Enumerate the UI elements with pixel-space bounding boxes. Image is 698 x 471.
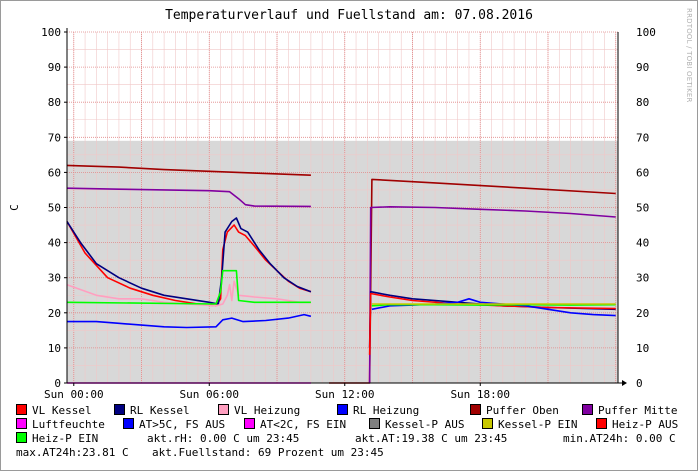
legend-item-at-lt2: AT<2C, FS EIN <box>244 418 346 432</box>
legend-item-heiz-p-ein: Heiz-P EIN <box>16 432 98 446</box>
watermark-label: RRDTOOL / TOBI OETIKER <box>685 8 693 103</box>
stat-max: max.AT24h:23.81 C <box>16 446 129 459</box>
legend-swatch <box>369 418 380 429</box>
series-line <box>368 292 616 355</box>
legend-item-at-gt5: AT>5C, FS AUS <box>123 418 225 432</box>
y-tick-label-right: 0 <box>636 377 643 390</box>
y-tick-label: 70 <box>48 131 61 144</box>
legend: VL Kessel RL Kessel VL Heizung RL Heizun… <box>0 404 698 470</box>
legend-item-kessel-p-ein: Kessel-P EIN <box>482 418 577 432</box>
legend-item-heiz-p-aus: Heiz-P AUS <box>596 418 678 432</box>
legend-label: RL Kessel <box>130 404 190 417</box>
legend-item-puffer-oben: Puffer Oben <box>470 404 559 418</box>
y-tick-label: 100 <box>41 26 61 39</box>
y-tick-label: 40 <box>48 237 61 250</box>
legend-swatch <box>470 404 481 415</box>
legend-swatch <box>16 418 27 429</box>
y-tick-label: 10 <box>48 342 61 355</box>
series-line <box>66 164 311 176</box>
legend-label: VL Heizung <box>234 404 301 417</box>
legend-label: VL Kessel <box>32 404 92 417</box>
legend-label: Heiz-P EIN <box>32 432 99 445</box>
legend-item-rl-heizung: RL Heizung <box>337 404 419 418</box>
y-tick-label-right: 20 <box>636 307 649 320</box>
legend-label: AT>5C, FS AUS <box>139 418 226 431</box>
chart-canvas: 0 0 10 10 20 20 30 30 40 40 50 50 60 60 70 70 80 80 90 90 10… <box>8 26 656 401</box>
series-line <box>66 187 311 208</box>
y-tick-label-right: 100 <box>636 26 656 39</box>
legend-swatch <box>582 404 593 415</box>
y-tick-label: 30 <box>48 272 61 285</box>
legend-item-rl-kessel: RL Kessel <box>114 404 190 418</box>
legend-swatch <box>244 418 255 429</box>
legend-label: AT<2C, FS EIN <box>260 418 347 431</box>
chart-title: Temperaturverlauf und Fuellstand am: 07.… <box>165 8 533 23</box>
y-tick-label-right: 70 <box>636 131 649 144</box>
legend-swatch <box>16 404 27 415</box>
legend-swatch <box>337 404 348 415</box>
legend-label: Kessel-P AUS <box>385 418 465 431</box>
stat-fuellstand: akt.Fuellstand: 69 Prozent um 23:45 <box>152 446 384 459</box>
y-tick-label: 50 <box>48 202 61 215</box>
series-line <box>66 269 311 305</box>
y-tick-label-right: 60 <box>636 166 649 179</box>
y-tick-label-right: 30 <box>636 272 649 285</box>
fuellstand-area <box>67 140 618 383</box>
y-tick-label: 60 <box>48 166 61 179</box>
y-axis-label: C <box>8 204 21 211</box>
legend-item-puffer-mitte: Puffer Mitte <box>582 404 677 418</box>
x-tick-label: Sun 12:00 <box>315 388 375 401</box>
x-tick-label: Sun 18:00 <box>450 388 510 401</box>
legend-label: Puffer Mitte <box>598 404 678 417</box>
legend-swatch <box>16 432 27 443</box>
series-line <box>67 313 312 329</box>
legend-label: Luftfeuchte <box>32 418 105 431</box>
y-tick-label-right: 10 <box>636 342 649 355</box>
legend-label: Kessel-P EIN <box>498 418 578 431</box>
legend-swatch <box>218 404 229 415</box>
stat-rh: akt.rH: 0.00 C um 23:45 <box>147 432 300 445</box>
legend-item-vl-heizung: VL Heizung <box>218 404 300 418</box>
y-tick-label-right: 40 <box>636 237 649 250</box>
series-line <box>368 206 616 384</box>
y-tick-label: 80 <box>48 96 61 109</box>
stat-at: akt.AT:19.38 C um 23:45 <box>355 432 508 445</box>
x-tick-label: Sun 06:00 <box>179 388 239 401</box>
y-tick-label: 20 <box>48 307 61 320</box>
y-tick-label-right: 50 <box>636 202 649 215</box>
legend-swatch <box>482 418 493 429</box>
x-tick-label: Sun 00:00 <box>44 388 104 401</box>
legend-swatch <box>596 418 607 429</box>
legend-label: RL Heizung <box>353 404 420 417</box>
y-tick-label-right: 80 <box>636 96 649 109</box>
x-axis-arrow <box>622 380 627 386</box>
legend-item-kessel-p-aus: Kessel-P AUS <box>369 418 464 432</box>
legend-label: Heiz-P AUS <box>612 418 679 431</box>
y-tick-label: 90 <box>48 61 61 74</box>
legend-item-luftfeuchte: Luftfeuchte <box>16 418 105 432</box>
legend-swatch <box>123 418 134 429</box>
stat-min: min.AT24h: 0.00 C <box>563 432 676 445</box>
y-tick-label-right: 90 <box>636 61 649 74</box>
legend-label: Puffer Oben <box>486 404 559 417</box>
series-line <box>66 280 311 307</box>
legend-swatch <box>114 404 125 415</box>
y-tick-label: 0 <box>54 377 61 390</box>
series-line <box>66 217 312 305</box>
legend-item-vl-kessel: VL Kessel <box>16 404 92 418</box>
